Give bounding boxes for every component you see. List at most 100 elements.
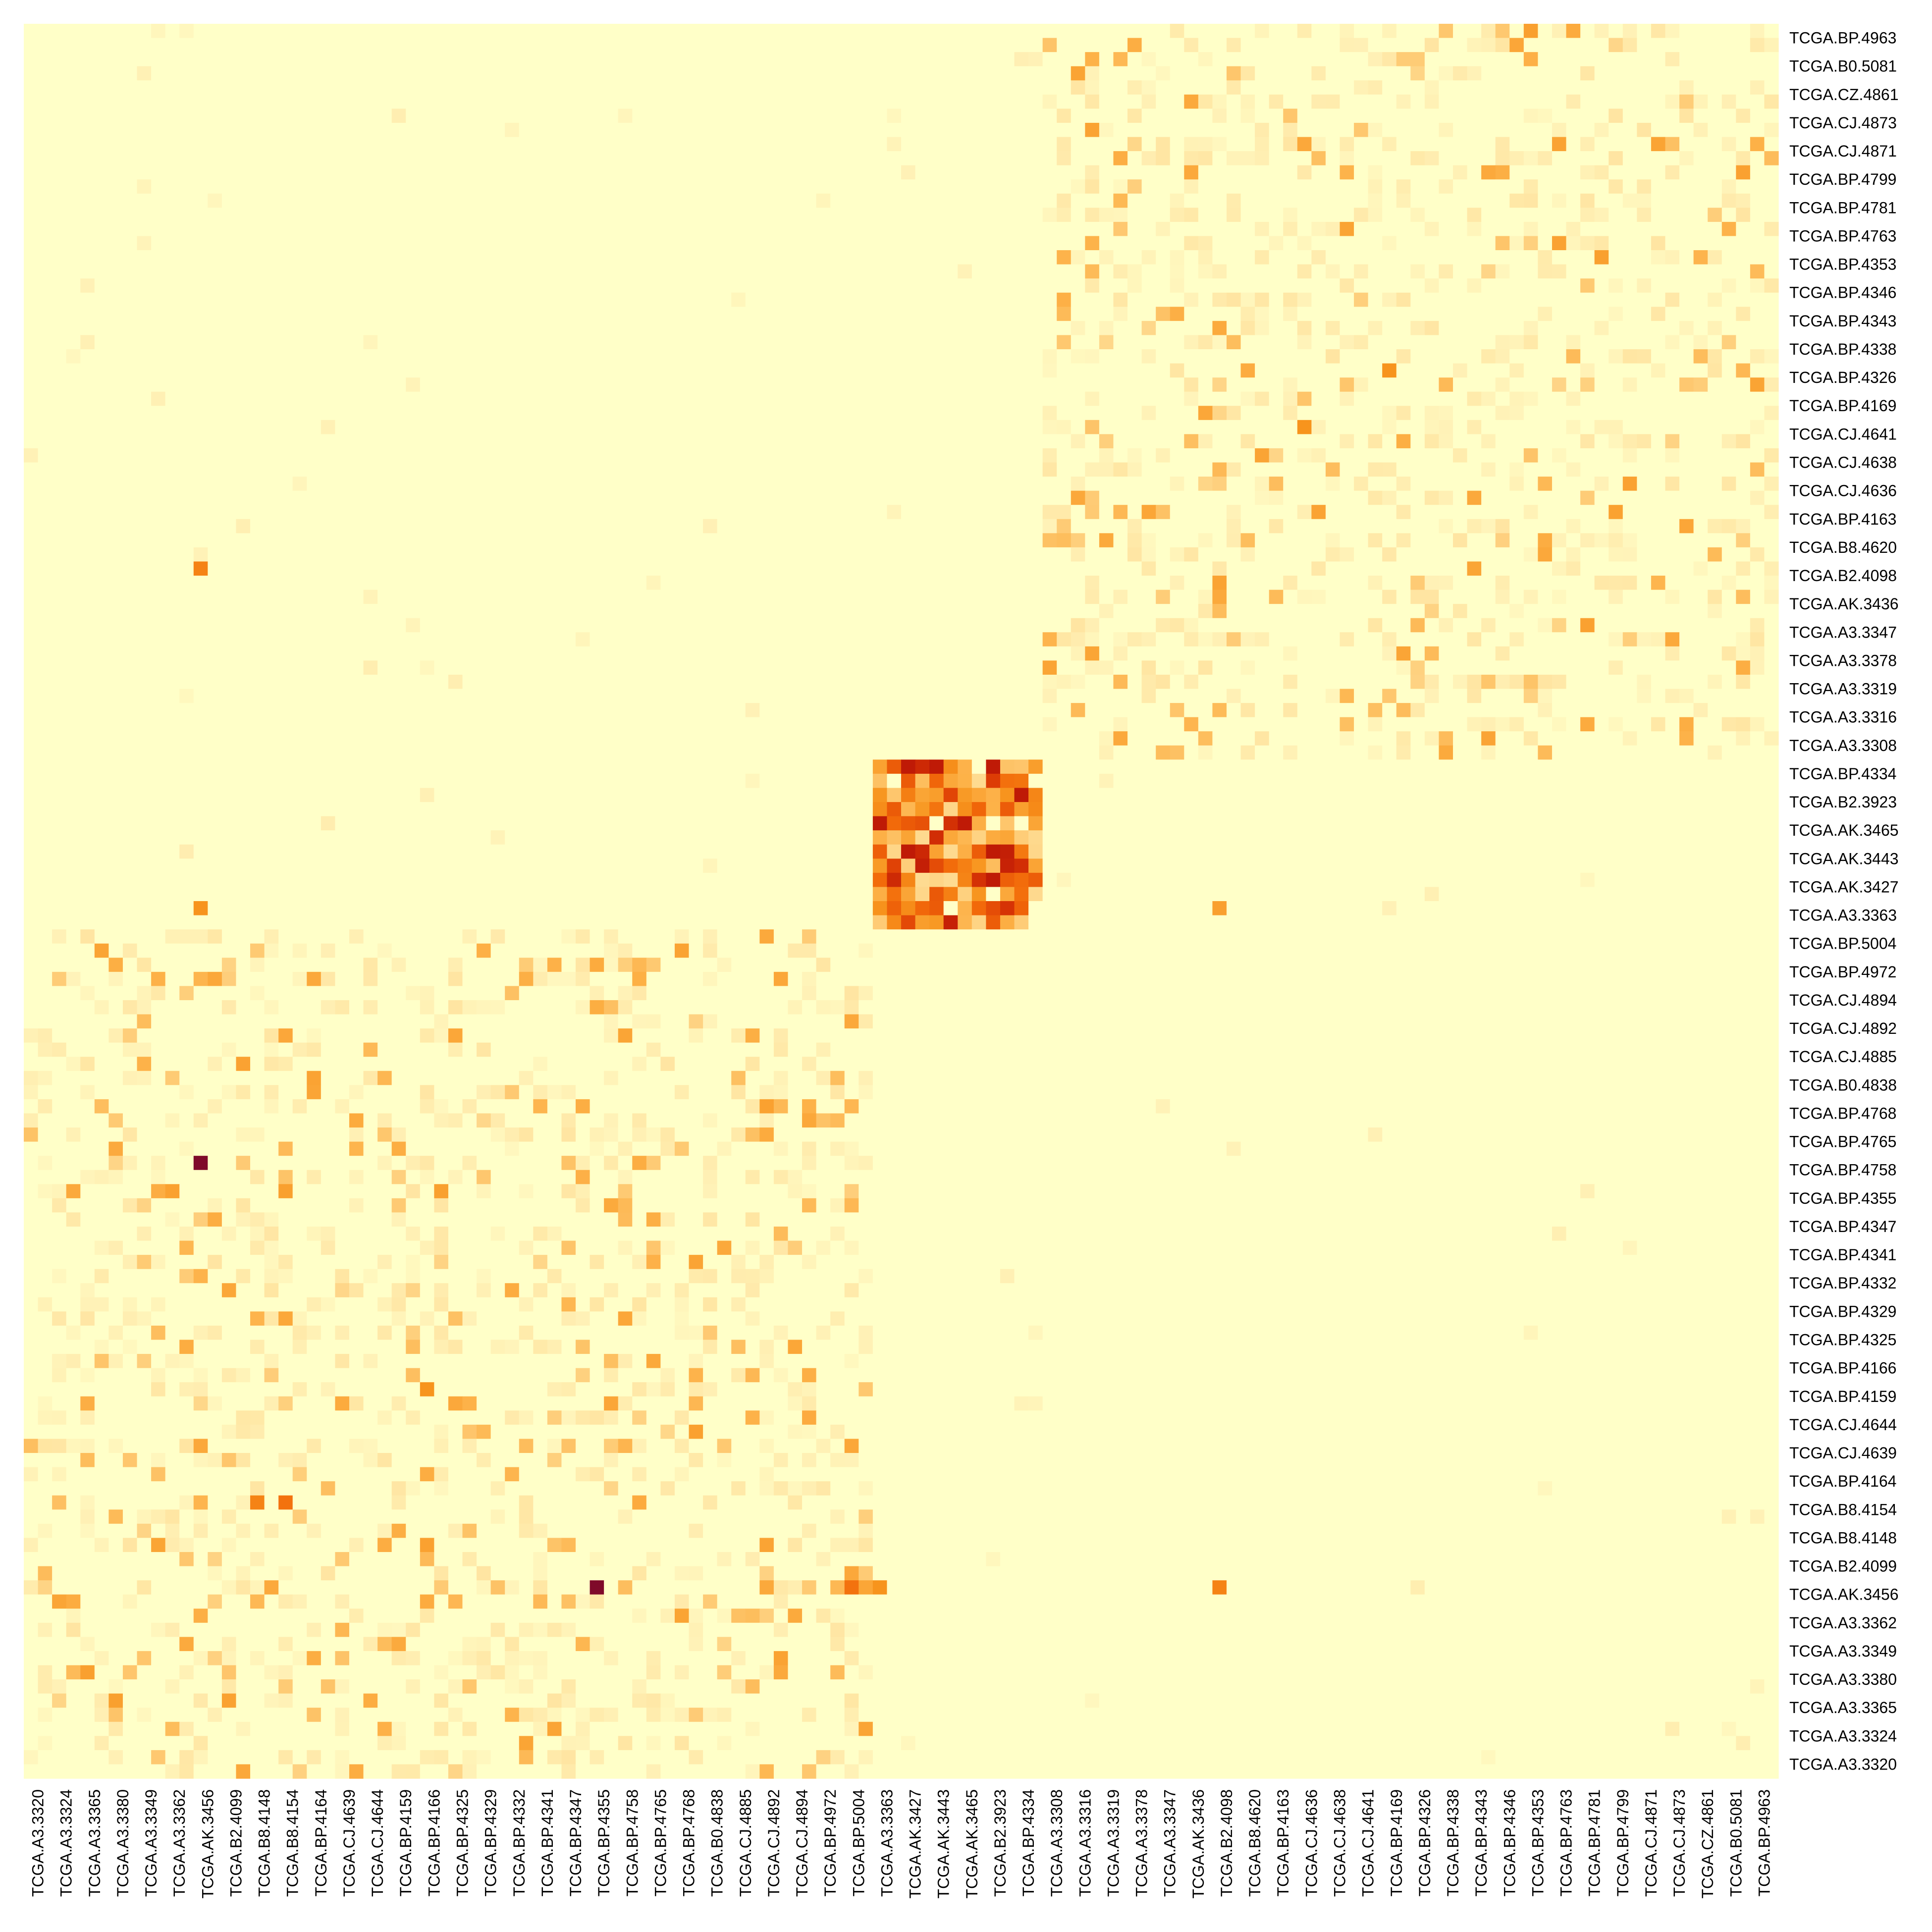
heatmap-cell [1708,278,1722,293]
heatmap-cell [1609,462,1623,477]
heatmap-cell [872,137,888,152]
heatmap-cell [349,165,364,180]
heatmap-cell [731,561,746,576]
heatmap-cell [1240,477,1255,491]
heatmap-cell [773,561,789,576]
heatmap-cell [929,349,944,364]
heatmap-cell [1141,179,1156,194]
heatmap-cell [519,94,534,109]
heatmap-cell [80,576,95,590]
heatmap-cell [434,137,449,152]
heatmap-cell [1467,321,1482,336]
heatmap-cell [1085,335,1100,350]
heatmap-cell [943,193,958,208]
heatmap-cell [1509,24,1524,39]
heatmap-cell [420,137,434,152]
heatmap-cell [505,561,520,576]
heatmap-cell [264,165,279,180]
heatmap-cell [1113,292,1128,307]
heatmap-cell [307,477,322,491]
heatmap-cell [788,165,803,180]
heatmap-cell [759,137,774,152]
heatmap-cell [1609,406,1623,421]
heatmap-cell [137,80,152,95]
heatmap-cell [208,406,222,421]
heatmap-cell [151,406,166,421]
heatmap-cell [490,151,505,166]
heatmap-cell [1439,151,1453,166]
heatmap-cell [1580,38,1595,53]
heatmap-cell [674,448,690,463]
heatmap-cell [519,505,534,520]
heatmap-cell [1594,221,1609,237]
heatmap-cell [1708,547,1722,562]
heatmap-cell [250,477,265,491]
heatmap-cell [462,519,477,534]
heatmap-cell [731,193,746,208]
heatmap-cell [122,434,138,449]
heatmap-cell [1594,278,1609,293]
heatmap-cell [1467,349,1482,364]
heatmap-cell [1523,377,1538,392]
heatmap-cell [448,307,463,322]
heatmap-cell [1481,576,1496,590]
heatmap-cell [1594,533,1609,548]
heatmap-cell [1325,391,1341,406]
heatmap-cell [193,151,208,166]
heatmap-cell [1170,391,1184,406]
heatmap-cell [1439,179,1453,194]
heatmap-cell [278,505,293,520]
heatmap-cell [208,80,222,95]
heatmap-cell [335,448,350,463]
heatmap-cell [1113,391,1128,406]
heatmap-cell [1340,448,1354,463]
heatmap-cell [901,307,916,322]
heatmap-cell [307,278,322,293]
heatmap-cell [1410,208,1425,222]
heatmap-cell [844,137,859,152]
heatmap-cell [1368,462,1383,477]
heatmap-cell [986,349,1001,364]
heatmap-cell [1028,307,1043,322]
heatmap-cell [1340,94,1354,109]
heatmap-cell [208,349,222,364]
heatmap-cell [1113,165,1128,180]
heatmap-cell [1552,519,1567,534]
heatmap-cell [1538,165,1553,180]
heatmap-cell [1283,179,1298,194]
heatmap-cell [236,250,251,265]
heatmap-cell [1085,236,1100,251]
heatmap-cell [1481,165,1496,180]
heatmap-cell [448,377,463,392]
heatmap-cell [773,208,789,222]
heatmap-cell [590,505,604,520]
heatmap-cell [236,221,251,237]
heatmap-cell [859,547,873,562]
heatmap-cell [1354,52,1369,67]
heatmap-cell [363,264,378,279]
heatmap-cell [80,108,95,123]
heatmap-cell [236,561,251,576]
heatmap-cell [1297,151,1312,166]
heatmap-cell [377,477,392,491]
heatmap-cell [576,208,590,222]
heatmap-cell [179,477,194,491]
heatmap-cell [1000,179,1015,194]
heatmap-cell [1071,505,1085,520]
heatmap-cell [1099,547,1114,562]
heatmap-cell [1354,505,1369,520]
heatmap-cell [1523,250,1538,265]
heatmap-cell [1170,547,1184,562]
heatmap-cell [406,292,421,307]
heatmap-cell [1226,561,1241,576]
heatmap-cell [1594,391,1609,406]
heatmap-cell [533,236,548,251]
heatmap-cell [1368,208,1383,222]
heatmap-cell [477,321,491,336]
heatmap-cell [561,335,576,350]
heatmap-cell [1665,519,1680,534]
heatmap-cell [1594,349,1609,364]
heatmap-cell [1170,307,1184,322]
heatmap-cell [94,477,109,491]
heatmap-cell [1721,505,1736,520]
